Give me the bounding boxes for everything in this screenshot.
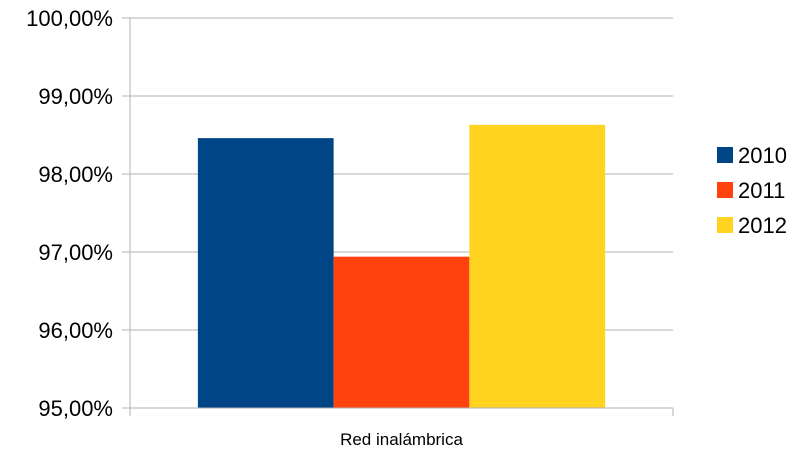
- legend-swatch: [717, 147, 733, 163]
- y-tick-label: 99,00%: [38, 84, 113, 109]
- x-category-label: Red inalámbrica: [340, 430, 463, 449]
- bar-2012: [469, 124, 606, 409]
- y-tick-label: 97,00%: [38, 240, 113, 265]
- bars: [197, 124, 606, 409]
- x-category-labels: Red inalámbrica: [340, 430, 463, 449]
- y-tick-label: 96,00%: [38, 318, 113, 343]
- y-tick-label: 98,00%: [38, 162, 113, 187]
- bar-2010: [197, 138, 334, 408]
- legend: 2010 2011 2012: [717, 143, 787, 238]
- y-tick-label: 100,00%: [26, 6, 113, 31]
- y-tick-labels: 95,00% 96,00% 97,00% 98,00% 99,00% 100,00%: [26, 6, 113, 421]
- legend-label: 2011: [738, 178, 785, 203]
- axes: [122, 17, 674, 416]
- legend-label: 2010: [738, 143, 787, 168]
- legend-label: 2012: [738, 213, 787, 238]
- legend-swatch: [717, 182, 733, 198]
- y-tick-label: 95,00%: [38, 396, 113, 421]
- legend-swatch: [717, 217, 733, 233]
- bar-2011: [333, 256, 470, 408]
